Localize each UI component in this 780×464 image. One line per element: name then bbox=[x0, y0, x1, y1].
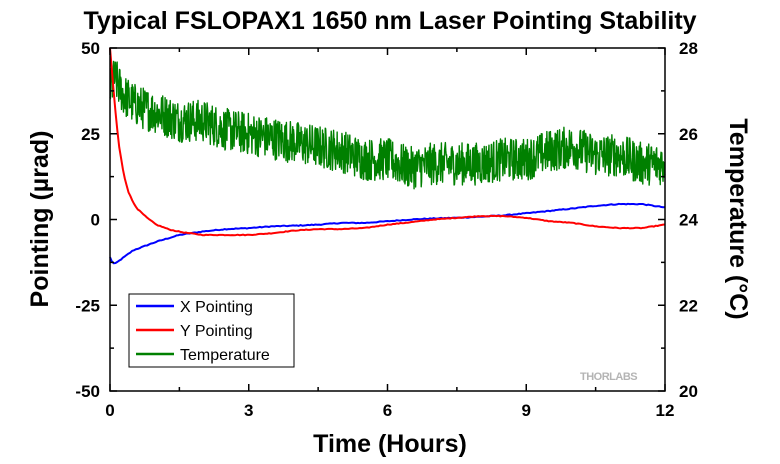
legend-label-temperature: Temperature bbox=[180, 347, 270, 364]
y-tick-label: 50 bbox=[81, 39, 100, 58]
x-axis-label: Time (Hours) bbox=[313, 430, 467, 458]
x-tick-label: 3 bbox=[244, 401, 253, 420]
x-tick-label: 6 bbox=[383, 401, 392, 420]
legend-label-y-pointing: Y Pointing bbox=[180, 323, 253, 340]
y-axis-label: Pointing (µrad) bbox=[26, 131, 54, 308]
y2-tick-label: 20 bbox=[679, 382, 698, 401]
legend-label-x-pointing: X Pointing bbox=[180, 299, 253, 316]
y-tick-label: 0 bbox=[91, 211, 100, 230]
x-tick-label: 9 bbox=[522, 401, 531, 420]
y-tick-label: -50 bbox=[75, 382, 100, 401]
y-pointing-line bbox=[109, 47, 666, 237]
x-pointing-line bbox=[109, 202, 666, 265]
plot-lines bbox=[109, 47, 666, 265]
chart-title: Typical FSLOPAX1 1650 nm Laser Pointing … bbox=[83, 7, 696, 35]
y2-tick-label: 24 bbox=[679, 211, 698, 230]
legend: X Pointing Y Pointing Temperature bbox=[128, 293, 295, 368]
y2-tick-label: 28 bbox=[679, 39, 698, 58]
temperature-line bbox=[109, 60, 666, 190]
y-tick-label: -25 bbox=[75, 296, 100, 315]
y-tick-label: 25 bbox=[81, 125, 100, 144]
y2-axis-label: Temperature (°C) bbox=[724, 118, 752, 319]
thorlabs-watermark: THORLABS bbox=[580, 371, 637, 383]
y2-tick-label: 22 bbox=[679, 296, 698, 315]
axis-ticks: 0 3 6 9 12 50 25 0 -25 -50 28 26 24 22 20 bbox=[75, 39, 698, 420]
x-tick-label: 0 bbox=[105, 401, 114, 420]
x-tick-label: 12 bbox=[656, 401, 675, 420]
y2-tick-label: 26 bbox=[679, 125, 698, 144]
